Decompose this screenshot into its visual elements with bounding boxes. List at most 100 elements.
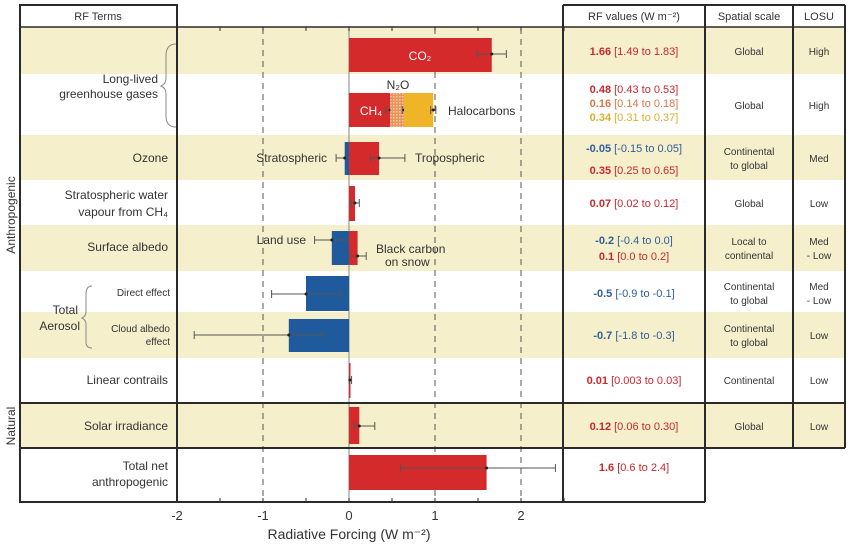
bar-black-carbon-on-snow <box>349 231 358 265</box>
term-llghg: greenhouse gases <box>59 87 158 101</box>
rf-value-central: 0.1 <box>599 251 617 263</box>
term-water: vapour from CH₄ <box>78 205 168 219</box>
error-center <box>330 238 334 242</box>
term-contrails: Linear contrails <box>87 373 168 387</box>
rf-value: 0.48 [0.43 to 0.53] <box>590 84 679 96</box>
annotation-black-carbon: Black carbon <box>376 242 445 256</box>
rf-value-range: [-0.15 to 0.05] <box>614 143 682 155</box>
spatial-scale: to global <box>730 161 768 172</box>
rf-value-range: [0.14 to 0.18] <box>614 98 678 110</box>
rf-value-range: [0.0 to 0.2] <box>617 251 669 263</box>
spatial-scale: Continental <box>724 282 775 293</box>
rf-value-central: 0.48 <box>590 84 614 96</box>
losu-level: High <box>809 101 830 112</box>
rf-value: 0.34 [0.31 to 0.37] <box>590 112 679 124</box>
rf-value-range: [0.43 to 0.53] <box>614 84 678 96</box>
group-anthropogenic: Anthropogenic <box>4 176 18 253</box>
bar-total-net-anthropogenic <box>349 455 487 490</box>
error-center <box>287 333 291 337</box>
losu-level: Med <box>809 282 828 293</box>
spatial-scale: Global <box>735 47 764 58</box>
spatial-scale: to global <box>730 296 768 307</box>
bar-halocarbons <box>404 93 434 127</box>
annotation-tropospheric: Tropospheric <box>415 151 485 165</box>
header-rf-terms: RF Terms <box>74 11 122 23</box>
rf-value-central: 1.6 <box>599 462 617 474</box>
rf-value: 1.6 [0.6 to 2.4] <box>599 462 669 474</box>
rf-value: 0.07 [0.02 to 0.12] <box>590 198 679 210</box>
term-direct-effect: Direct effect <box>117 288 170 299</box>
rf-value-central: -0.05 <box>586 143 614 155</box>
spatial-scale: Global <box>735 101 764 112</box>
rf-terms-column <box>19 4 178 503</box>
losu-level: Low <box>810 422 829 433</box>
bar-land-use <box>331 231 349 265</box>
rf-value: -0.2 [-0.4 to 0.0] <box>595 235 673 247</box>
spatial-scale: to global <box>730 338 768 349</box>
bar-n2o <box>390 93 405 127</box>
x-tick-label: 1 <box>431 508 438 523</box>
row-band <box>20 135 845 180</box>
spatial-scale: Continental <box>724 324 775 335</box>
rf-value-central: 0.35 <box>590 165 614 177</box>
spatial-scale: continental <box>725 251 773 262</box>
error-center <box>377 156 381 160</box>
losu-level: Med <box>809 154 828 165</box>
error-center <box>357 424 361 428</box>
spatial-scale: Continental <box>724 376 775 387</box>
term-aerosol: Total <box>53 303 78 317</box>
annotation-halocarbons: Halocarbons <box>448 104 515 118</box>
term-total: anthropogenic <box>92 475 168 489</box>
rf-value: 0.35 [0.25 to 0.65] <box>590 165 679 177</box>
error-center <box>485 466 489 470</box>
rf-value-central: 0.07 <box>590 198 614 210</box>
rf-value-range: [0.02 to 0.12] <box>614 198 678 210</box>
losu-level: Low <box>810 376 829 387</box>
error-center <box>353 201 357 205</box>
rf-value-range: [0.06 to 0.30] <box>614 421 678 433</box>
x-tick-label: -2 <box>171 508 183 523</box>
brace-aerosol <box>80 285 93 349</box>
rf-value: -0.5 [-0.9 to -0.1] <box>593 288 674 300</box>
x-tick-label: 0 <box>345 508 352 523</box>
spatial-scale: Continental <box>724 147 775 158</box>
losu-level: Low <box>810 331 829 342</box>
rf-value-central: 1.66 <box>590 46 614 58</box>
term-ozone: Ozone <box>133 151 169 165</box>
rf-value: -0.05 [-0.15 to 0.05] <box>586 143 682 155</box>
x-tick-label: 2 <box>517 508 524 523</box>
term-llghg: Long-lived <box>103 72 158 86</box>
x-axis-label: Radiative Forcing (W m⁻²) <box>268 526 431 542</box>
error-center <box>356 254 360 258</box>
rf-value-range: [-0.4 to 0.0] <box>617 235 673 247</box>
term-cloud-albedo: Cloud albedo <box>111 324 170 335</box>
term-total: Total net <box>123 459 169 473</box>
rf-value: 0.1 [0.0 to 0.2] <box>599 251 669 263</box>
error-center <box>348 378 352 382</box>
losu-level: Med <box>809 237 828 248</box>
annotation-black-carbon: on snow <box>385 255 430 269</box>
rf-value-range: [0.31 to 0.37] <box>614 112 678 124</box>
error-center <box>431 108 435 112</box>
bar-co2 <box>349 38 492 72</box>
annotation-ch4: CH₄ <box>360 104 382 118</box>
losu-level: - Low <box>807 251 832 262</box>
brace-llghg <box>159 43 177 128</box>
rf-value-range: [0.25 to 0.65] <box>614 165 678 177</box>
rf-value-central: -0.2 <box>595 235 617 247</box>
rf-value-range: [1.49 to 1.83] <box>614 46 678 58</box>
error-center <box>490 52 494 56</box>
rf-value: 0.01 [0.003 to 0.03] <box>587 375 682 387</box>
losu-level: Low <box>810 199 829 210</box>
term-cloud-albedo: effect <box>146 337 170 348</box>
rf-value-range: [0.6 to 2.4] <box>617 462 669 474</box>
header-spatial-scale: Spatial scale <box>718 11 780 23</box>
term-solar: Solar irradiance <box>84 419 168 433</box>
rf-value-central: 0.16 <box>590 98 614 110</box>
group-natural: Natural <box>4 407 18 446</box>
header-rf-values: RF values (W m⁻²) <box>588 11 680 23</box>
rf-value-range: [-0.9 to -0.1] <box>615 288 674 300</box>
spatial-scale: Global <box>735 199 764 210</box>
error-center <box>304 292 308 296</box>
